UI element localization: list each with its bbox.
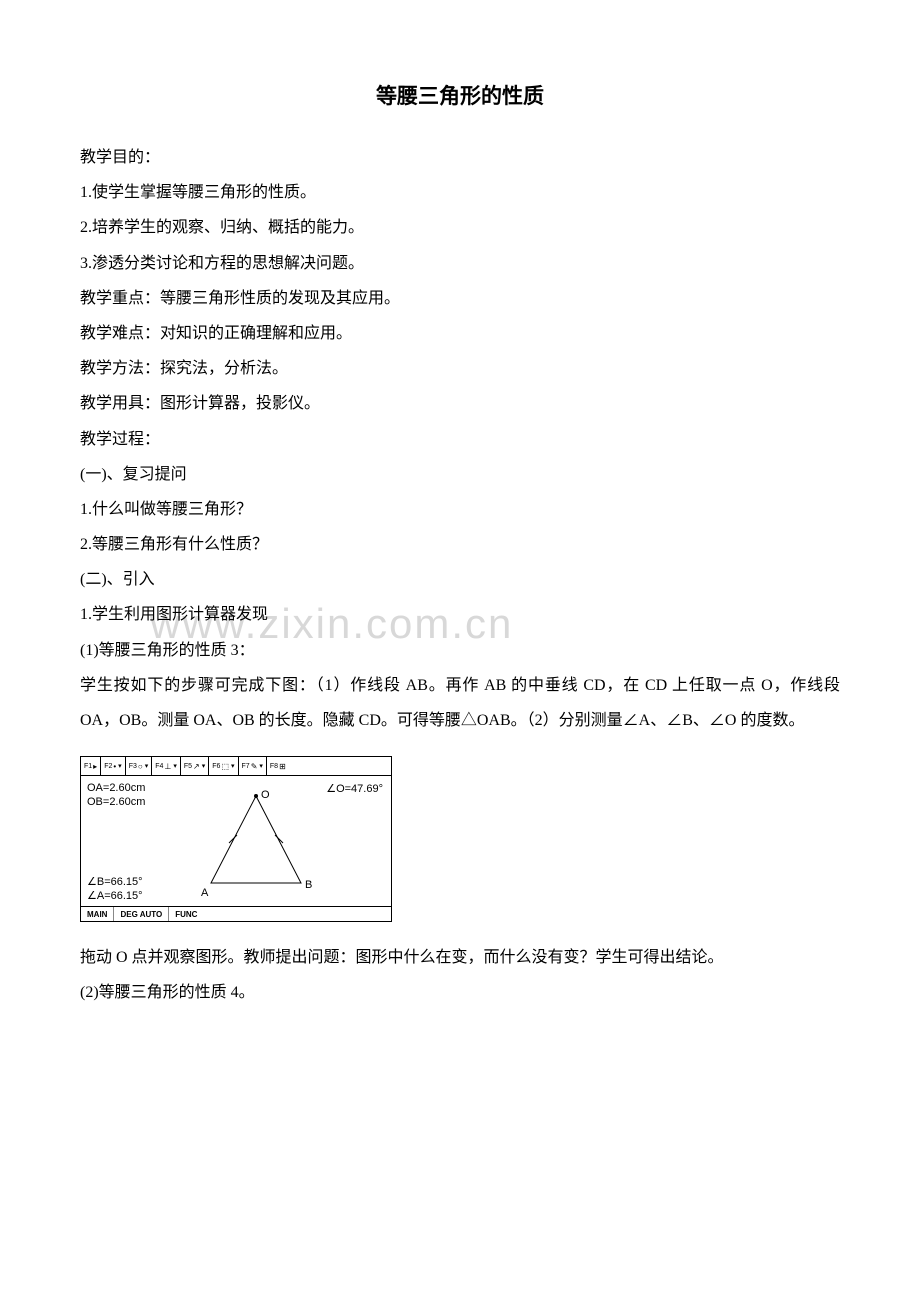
status-deg: DEG AUTO — [114, 907, 169, 921]
vertex-a-label: A — [201, 887, 209, 898]
para-steps: 学生按如下的步骤可完成下图：（1）作线段 AB。再作 AB 的中垂线 CD，在 … — [80, 668, 840, 738]
para-sec1-q1: 1.什么叫做等腰三角形？ — [80, 492, 840, 527]
toolbar-f7: F7✎ — [239, 757, 267, 775]
para-sec1-q2: 2.等腰三角形有什么性质？ — [80, 527, 840, 562]
para-method: 教学方法：探究法，分析法。 — [80, 351, 840, 386]
meas-oa: OA=2.60cm — [87, 782, 145, 794]
status-func: FUNC — [169, 907, 391, 921]
para-sec1-head: (一)、复习提问 — [80, 457, 840, 492]
calc-toolbar: F1▸ F2• F3○ F4⊥ F5↗ F6⬚ F7✎ F8⊞ — [81, 757, 391, 776]
meas-ang-a: ∠A=66.15° — [87, 889, 143, 902]
calc-graph-area: OA=2.60cm OB=2.60cm ∠O=47.69° ∠B=66.15° … — [81, 776, 391, 906]
para-sec2-1: 1.学生利用图形计算器发现 — [80, 597, 840, 632]
toolbar-f3: F3○ — [126, 757, 153, 775]
para-obj-2: 2.培养学生的观察、归纳、概括的能力。 — [80, 210, 840, 245]
triangle-icon: O A B — [201, 788, 321, 898]
toolbar-f8: F8⊞ — [267, 757, 289, 775]
para-obj-3: 3.渗透分类讨论和方程的思想解决问题。 — [80, 246, 840, 281]
vertex-b-label: B — [305, 879, 312, 891]
para-sec2-head: (二)、引入 — [80, 562, 840, 597]
meas-ob: OB=2.60cm — [87, 796, 145, 808]
calc-statusbar: MAIN DEG AUTO FUNC — [81, 906, 391, 921]
toolbar-f2: F2• — [101, 757, 126, 775]
para-focus: 教学重点：等腰三角形性质的发现及其应用。 — [80, 281, 840, 316]
toolbar-f4: F4⊥ — [152, 757, 181, 775]
page-title: 等腰三角形的性质 — [80, 80, 840, 110]
meas-ang-o: ∠O=47.69° — [326, 782, 383, 795]
para-obj-1: 1.使学生掌握等腰三角形的性质。 — [80, 175, 840, 210]
para-prop4: (2)等腰三角形的性质 4。 — [80, 975, 840, 1010]
meas-ang-b: ∠B=66.15° — [87, 875, 143, 888]
para-tools: 教学用具：图形计算器，投影仪。 — [80, 386, 840, 421]
toolbar-f6: F6⬚ — [209, 757, 238, 775]
para-drag-observe: 拖动 O 点并观察图形。教师提出问题：图形中什么在变，而什么没有变？学生可得出结… — [80, 940, 840, 975]
vertex-o-label: O — [261, 789, 270, 801]
para-difficulty: 教学难点：对知识的正确理解和应用。 — [80, 316, 840, 351]
calculator-screenshot: F1▸ F2• F3○ F4⊥ F5↗ F6⬚ F7✎ F8⊞ OA=2.60c… — [80, 756, 840, 922]
para-objective-head: 教学目的： — [80, 140, 840, 175]
para-sec2-1-1: (1)等腰三角形的性质 3： — [80, 633, 840, 668]
toolbar-f1: F1▸ — [81, 757, 101, 775]
status-main: MAIN — [81, 907, 114, 921]
toolbar-f5: F5↗ — [181, 757, 209, 775]
para-process-head: 教学过程： — [80, 422, 840, 457]
